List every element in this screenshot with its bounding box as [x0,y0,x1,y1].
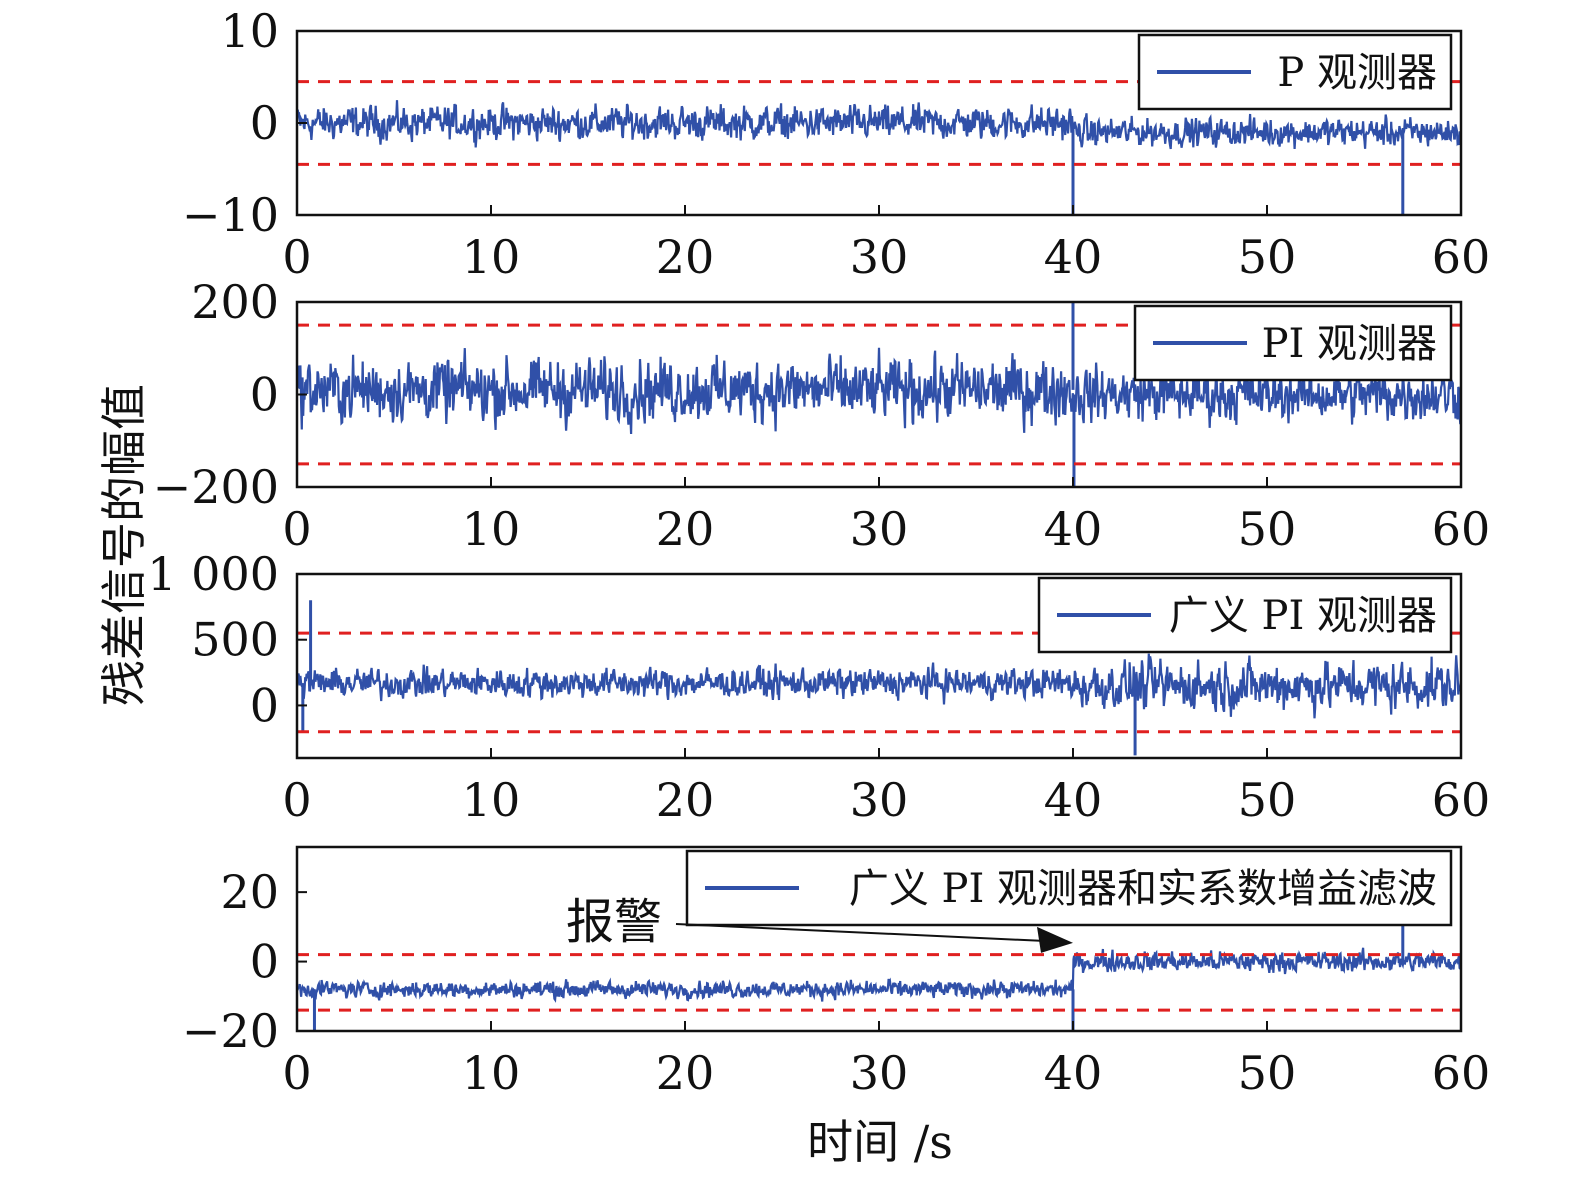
x-tick-label: 60 [1432,773,1491,827]
x-tick-label: 10 [462,1046,521,1100]
legend-label: P 观测器 [1277,50,1437,96]
x-tick-label: 40 [1044,773,1103,827]
x-tick-label: 0 [282,230,311,284]
x-tick-label: 20 [656,502,715,556]
signal-line [297,653,1461,719]
x-tick-label: 50 [1238,502,1297,556]
y-tick-label: 0 [250,96,279,150]
y-tick-label: 20 [220,865,279,919]
legend-label: 广义 PI 观测器和实系数增益滤波 [849,866,1437,912]
y-tick-label: 1 000 [147,547,279,601]
y-tick-label: −200 [153,460,279,514]
y-tick-label: 200 [191,275,279,329]
alarm-arrow-line [675,923,1044,942]
y-tick-label: 0 [250,368,279,422]
y-tick-label: −20 [182,1004,279,1058]
alarm-arrow-head [1037,926,1073,953]
x-tick-label: 30 [850,773,909,827]
x-tick-label: 40 [1044,1046,1103,1100]
x-axis-label: 时间 /s [807,1115,953,1169]
x-tick-label: 50 [1238,230,1297,284]
x-tick-label: 0 [282,773,311,827]
panel-3: 0 10 20 30 40 50 60 0 500 1 000 广义 PI 观测器 [147,547,1490,827]
y-axis-label: 残差信号的幅值 [97,384,151,706]
x-tick-label: 10 [462,773,521,827]
y-tick-label: 10 [220,4,279,58]
signal-line [297,347,1461,435]
y-tick-label: −10 [182,188,279,242]
y-tick-label: 0 [250,678,279,732]
x-tick-label: 60 [1432,502,1491,556]
x-tick-label: 60 [1432,230,1491,284]
x-tick-label: 0 [282,1046,311,1100]
legend-label: 广义 PI 观测器 [1169,593,1437,639]
legend-label: PI 观测器 [1262,321,1437,367]
x-tick-label: 20 [656,773,715,827]
x-tick-label: 30 [850,1046,909,1100]
signal-line [297,947,1461,1003]
signal-line [297,100,1461,150]
x-tick-label: 20 [656,1046,715,1100]
x-tick-label: 20 [656,230,715,284]
x-tick-label: 60 [1432,1046,1491,1100]
y-tick-label: 0 [250,935,279,989]
x-tick-label: 40 [1044,502,1103,556]
y-tick-label: 500 [191,613,279,667]
x-tick-label: 0 [282,502,311,556]
x-tick-label: 30 [850,230,909,284]
alarm-label: 报警 [566,894,662,950]
x-tick-label: 50 [1238,1046,1297,1100]
x-tick-label: 40 [1044,230,1103,284]
x-tick-label: 50 [1238,773,1297,827]
x-tick-label: 10 [462,230,521,284]
x-tick-label: 30 [850,502,909,556]
legend-box [685,849,1453,927]
x-tick-label: 10 [462,502,521,556]
